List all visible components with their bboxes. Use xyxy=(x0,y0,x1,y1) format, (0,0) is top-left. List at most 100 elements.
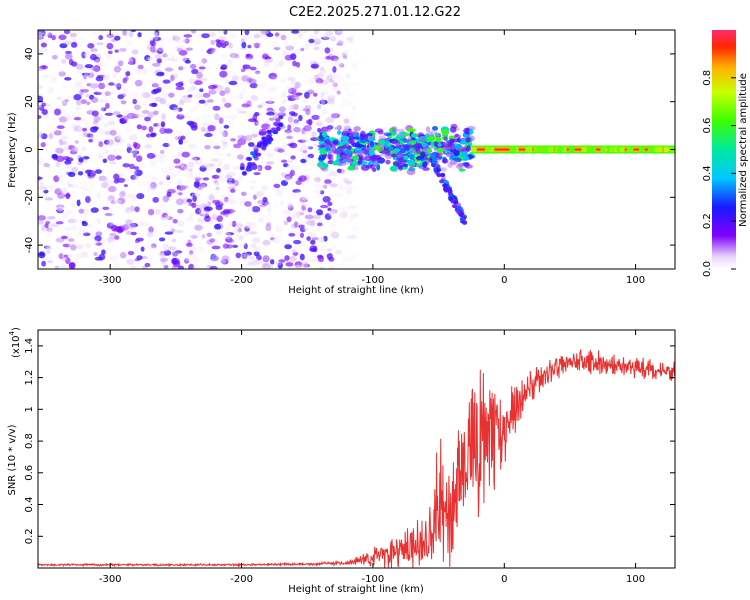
heatmap-cell xyxy=(81,213,90,218)
heatmap-cell xyxy=(161,212,168,218)
heatmap-cell xyxy=(222,243,229,249)
heatmap-cell xyxy=(44,246,51,252)
heatmap-cell xyxy=(105,247,111,254)
heatmap-cell xyxy=(240,191,247,197)
colorbar-tick-label: 0.4 xyxy=(702,165,713,181)
heatmap-cell xyxy=(93,239,99,245)
heatmap-cell xyxy=(125,40,134,47)
x-tick-label: 100 xyxy=(626,275,645,286)
heatmap-cell xyxy=(291,112,298,117)
heatmap-cell xyxy=(44,74,53,79)
heatmap-cell xyxy=(125,231,132,236)
heatmap-cell xyxy=(618,146,625,153)
heatmap-cell xyxy=(312,255,318,260)
x-tick-label: -100 xyxy=(362,574,385,585)
heatmap-cell xyxy=(189,76,196,84)
heatmap-cell xyxy=(108,82,115,86)
heatmap-cell xyxy=(230,114,238,120)
heatmap-cell xyxy=(136,193,145,200)
heatmap-cell xyxy=(357,160,363,165)
heatmap-cell xyxy=(202,119,208,124)
heatmap-cell xyxy=(144,143,153,149)
heatmap-cell xyxy=(297,215,302,222)
colorbar-ticks: 0.0 0.2 0.4 0.6 0.8 xyxy=(702,70,736,277)
heatmap-cell xyxy=(279,200,285,206)
heatmap-cell xyxy=(148,226,154,233)
heatmap-cell xyxy=(219,127,224,134)
heatmap-cell xyxy=(241,75,249,82)
heatmap-cell xyxy=(211,158,220,162)
heatmap-cell xyxy=(317,236,325,243)
heatmap-cell xyxy=(245,251,252,256)
heatmap-cell xyxy=(156,45,166,52)
heatmap-cell xyxy=(103,123,109,128)
heatmap-cell xyxy=(132,98,137,105)
heatmap-cell xyxy=(177,192,183,196)
heatmap-cell xyxy=(215,230,224,234)
heatmap-cell xyxy=(184,258,190,264)
heatmap-cell xyxy=(73,238,78,246)
heatmap-cell xyxy=(183,165,193,172)
heatmap-cell xyxy=(224,87,231,94)
heatmap-cell xyxy=(79,186,85,190)
heatmap-cell xyxy=(391,153,398,158)
heatmap-cell xyxy=(238,235,244,241)
heatmap-cell xyxy=(98,253,106,261)
heatmap-cell xyxy=(55,237,65,243)
heatmap-cell xyxy=(230,138,237,142)
heatmap-cell xyxy=(64,187,69,193)
heatmap-cell xyxy=(275,126,281,131)
heatmap-cell xyxy=(310,137,318,142)
heatmap-cell xyxy=(162,79,171,84)
heatmap-cell xyxy=(93,252,98,256)
heatmap-cell xyxy=(459,217,465,221)
heatmap-cell xyxy=(443,187,449,192)
heatmap-cell xyxy=(104,149,110,154)
heatmap-cell xyxy=(159,98,166,105)
heatmap-cell xyxy=(69,262,76,269)
heatmap-cell xyxy=(46,233,53,238)
heatmap-cell xyxy=(112,73,118,78)
heatmap-cell xyxy=(133,141,138,148)
heatmap-cell xyxy=(142,68,147,75)
heatmap-cell xyxy=(268,86,277,93)
heatmap-cell xyxy=(75,100,82,106)
heatmap-cell xyxy=(114,49,119,53)
y-tick-label: 0.6 xyxy=(24,465,35,481)
heatmap-cell xyxy=(67,95,76,100)
heatmap-cell xyxy=(185,47,193,51)
heatmap-cell xyxy=(600,146,607,153)
heatmap-cell xyxy=(337,183,342,187)
heatmap-cell xyxy=(38,34,43,40)
heatmap-cell xyxy=(68,58,74,66)
heatmap-cell xyxy=(275,260,282,266)
heatmap-cell xyxy=(267,129,273,134)
heatmap-cell xyxy=(159,127,167,134)
heatmap-cell xyxy=(132,174,139,181)
heatmap-cell xyxy=(189,107,197,113)
heatmap-cell xyxy=(188,157,198,161)
heatmap-cell xyxy=(190,85,197,91)
heatmap-cell xyxy=(196,217,206,222)
heatmap-cell xyxy=(283,163,289,168)
heatmap-cell xyxy=(348,205,354,210)
heatmap-cell xyxy=(336,168,342,173)
heatmap-cell xyxy=(425,131,434,136)
heatmap-cell xyxy=(76,244,84,250)
spectrogram-x-ticks: -300 -200 -100 0 100 xyxy=(99,30,645,286)
heatmap-cell xyxy=(254,246,260,253)
heatmap-cell xyxy=(403,155,409,160)
heatmap-cell xyxy=(292,189,301,193)
heatmap-cell xyxy=(151,102,158,107)
heatmap-cell xyxy=(267,133,273,138)
heatmap-cell xyxy=(343,240,350,247)
heatmap-cell xyxy=(353,47,359,55)
heatmap-cell xyxy=(304,144,314,149)
heatmap-cell xyxy=(221,96,226,104)
heatmap-cell xyxy=(191,235,198,240)
heatmap-cell xyxy=(153,33,159,41)
heatmap-cell xyxy=(114,262,120,269)
heatmap-cell xyxy=(284,54,293,61)
heatmap-cell xyxy=(190,63,197,70)
heatmap-cell xyxy=(77,41,84,47)
